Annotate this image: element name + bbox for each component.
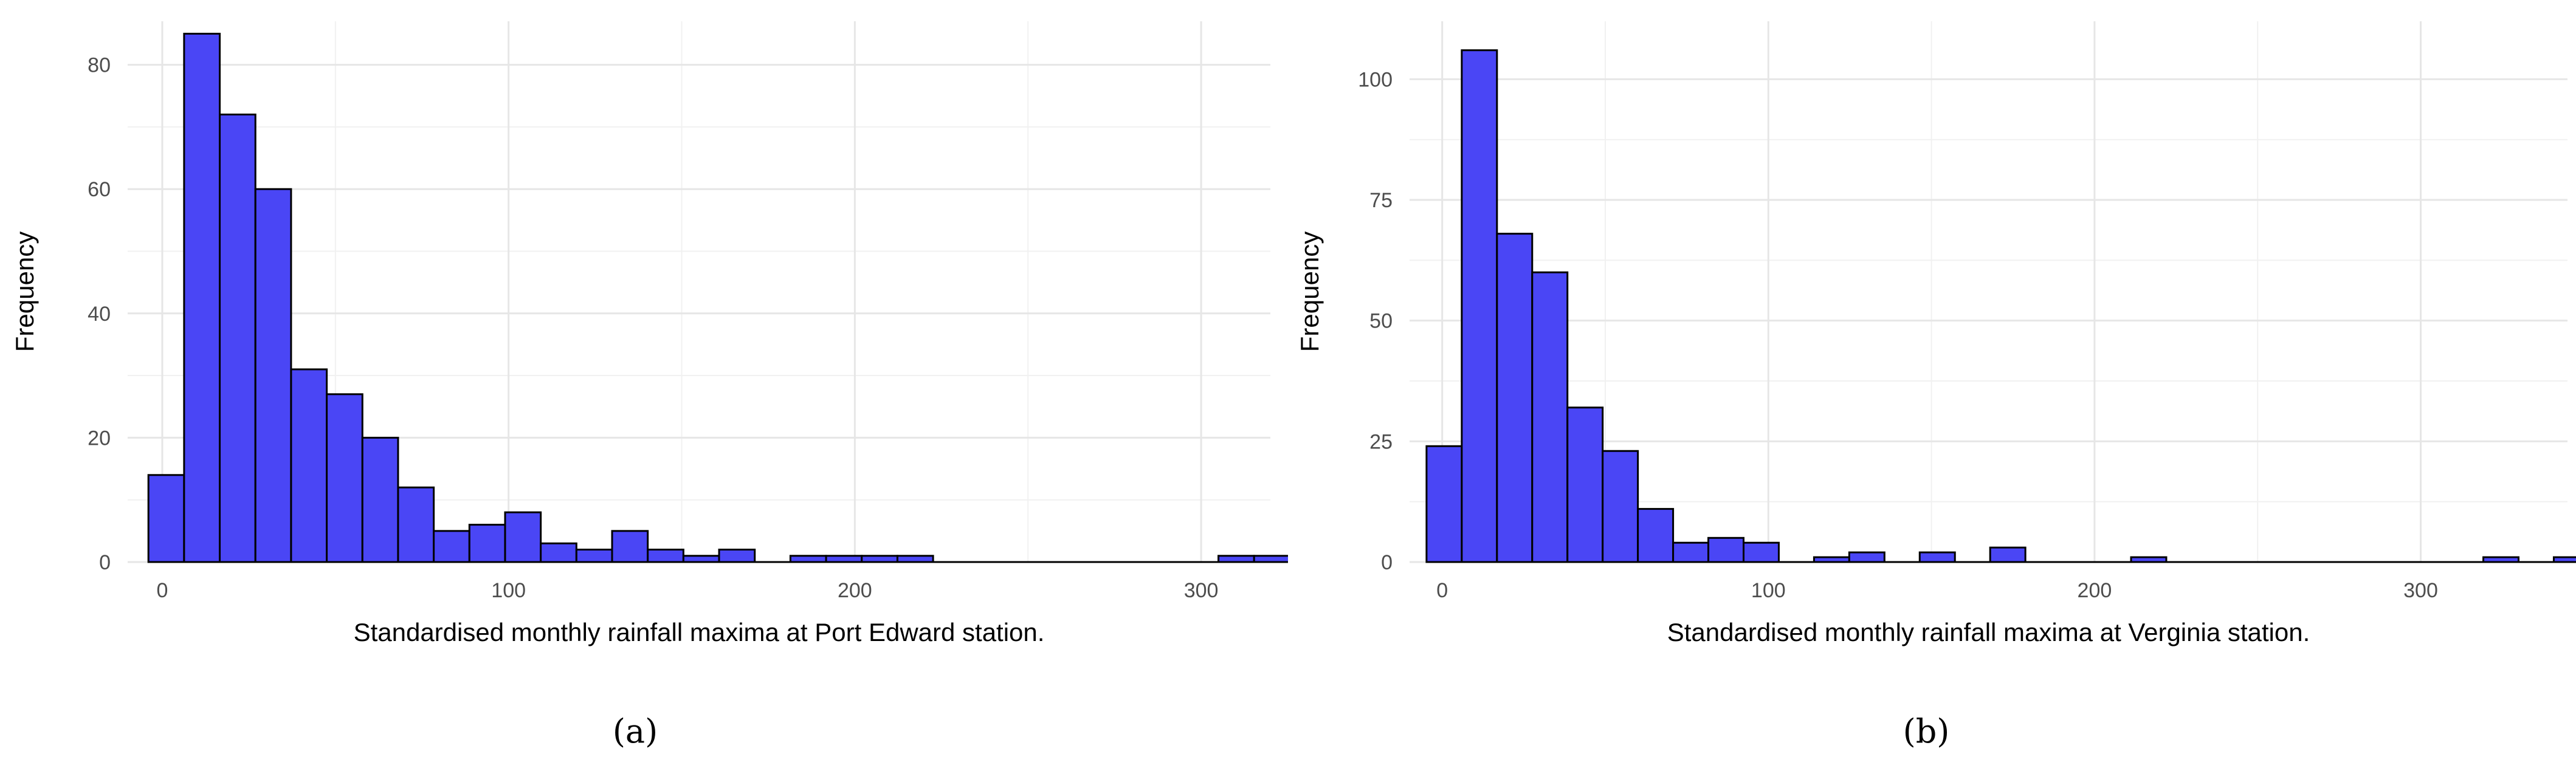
histogram-bar (326, 393, 363, 563)
histogram-bar (1602, 450, 1639, 563)
x-tick-label: 100 (1751, 579, 1786, 602)
histogram-bar (1461, 49, 1498, 563)
panel-caption: (a) (613, 712, 658, 750)
y-axis-title: Frequency (10, 231, 39, 352)
histogram-bar (1742, 541, 1780, 563)
y-axis-title: Frequency (1295, 231, 1324, 352)
histogram-bar (1253, 555, 1288, 563)
histogram-bar (1707, 537, 1744, 563)
y-tick-label: 0 (1381, 551, 1393, 574)
histogram-bar (183, 32, 221, 563)
histogram-bar (825, 555, 863, 563)
y-tick-label: 100 (1358, 68, 1393, 91)
histogram-panel-a: 0 100 200 300 0 20 40 60 80 Standardised monthly … (10, 21, 1288, 750)
histogram-bar (1672, 541, 1710, 563)
histogram-bar (1217, 555, 1255, 563)
y-tick-label: 80 (88, 54, 111, 77)
histogram-bar (397, 486, 435, 563)
histogram-panel-b: 0 100 200 300 0 25 50 75 100 Standardised monthly… (1288, 0, 2576, 768)
x-tick-label: 0 (157, 579, 168, 602)
x-axis-title: Standardised monthly rainfall maxima at … (1667, 618, 2310, 646)
x-axis-title: Standardised monthly rainfall maxima at … (354, 618, 1045, 646)
histogram-bar (219, 113, 257, 563)
histogram-bar (254, 188, 292, 563)
y-tick-label: 40 (88, 303, 111, 326)
panel-caption: (b) (1903, 712, 1950, 750)
histogram-bar (896, 555, 934, 563)
y-tick-label: 25 (1369, 430, 1393, 453)
histogram-bar (1425, 445, 1463, 563)
histogram-bar (1496, 233, 1534, 563)
histogram-bar (1566, 406, 1604, 563)
histogram-bar (718, 549, 756, 563)
histogram-bar (611, 530, 649, 563)
histogram-bar (468, 524, 506, 563)
histogram-a: 0 100 200 300 0 20 40 60 80 Standardised monthly … (10, 21, 1288, 750)
histogram-bar (290, 368, 328, 563)
histogram-bar (433, 530, 470, 563)
histogram-bar (1848, 551, 1886, 563)
x-tick-label: 200 (838, 579, 872, 602)
histogram-bar (540, 542, 577, 563)
histogram-bar (504, 511, 542, 563)
histogram-bar (861, 555, 898, 563)
x-tick-label: 100 (491, 579, 526, 602)
histogram-bar (147, 474, 185, 563)
x-tick-label: 0 (1436, 579, 1448, 602)
y-tick-label: 75 (1369, 189, 1393, 212)
x-tick-label: 300 (1184, 579, 1219, 602)
histogram-bar (361, 436, 399, 563)
histogram-bar (789, 555, 827, 563)
histogram-bar (1637, 508, 1675, 563)
histogram-bar (1531, 271, 1569, 563)
y-tick-label: 60 (88, 178, 111, 201)
histogram-bar (575, 549, 613, 563)
x-tick-label: 300 (2403, 579, 2438, 602)
histogram-b: 0 100 200 300 0 25 50 75 100 Standardised monthly… (1295, 21, 2576, 750)
y-tick-label: 50 (1369, 310, 1393, 333)
histogram-bar (647, 549, 684, 563)
x-tick-label: 200 (2078, 579, 2112, 602)
histogram-bar (1918, 551, 1956, 563)
histogram-bar (1989, 546, 2027, 563)
histogram-bar (682, 555, 720, 563)
y-tick-label: 20 (88, 427, 111, 450)
y-tick-label: 0 (99, 551, 111, 574)
